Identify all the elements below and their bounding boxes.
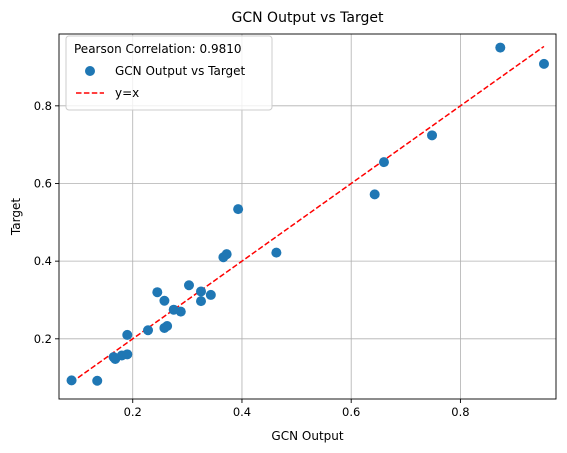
x-axis-label: GCN Output	[271, 429, 343, 443]
y-tick-label: 0.4	[34, 254, 52, 268]
legend-entry-line: y=x	[115, 86, 139, 100]
legend: Pearson Correlation: 0.9810 GCN Output v…	[65, 35, 273, 111]
scatter-point	[495, 42, 506, 53]
x-tick-label: 0.8	[451, 405, 469, 419]
y-axis: 0.2 0.4 0.6 0.8	[34, 99, 59, 346]
y-tick-label: 0.8	[34, 99, 52, 113]
scatter-point	[427, 130, 438, 141]
scatter-point	[183, 280, 194, 291]
scatter-point	[369, 189, 380, 200]
scatter-point	[92, 375, 103, 386]
scatter-point	[378, 157, 389, 168]
scatter-point	[175, 306, 186, 317]
scatter-point	[271, 247, 282, 258]
scatter-point	[221, 249, 232, 260]
x-tick-label: 0.2	[124, 405, 142, 419]
scatter-point	[196, 296, 206, 307]
scatter-point	[205, 289, 216, 300]
scatter-point	[122, 349, 133, 360]
legend-box	[65, 35, 273, 111]
chart-title: GCN Output vs Target	[232, 10, 384, 26]
scatter-point	[162, 321, 173, 331]
scatter-point	[538, 58, 549, 69]
legend-title: Pearson Correlation: 0.9810	[74, 42, 242, 56]
data-layer	[66, 42, 549, 386]
plot-frame	[58, 33, 557, 400]
legend-entry-scatter: GCN Output vs Target	[115, 64, 246, 78]
scatter-point	[233, 204, 244, 215]
scatter-point	[122, 329, 133, 340]
legend-marker-scatter	[85, 66, 95, 76]
x-tick-label: 0.4	[233, 405, 251, 419]
y-tick-label: 0.2	[34, 332, 52, 346]
y-tick-label: 0.6	[34, 176, 52, 190]
scatter-point	[196, 286, 206, 297]
x-axis: 0.2 0.4 0.6 0.8	[124, 399, 470, 419]
scatter-point	[152, 287, 163, 298]
x-tick-label: 0.6	[342, 405, 360, 419]
scatter-point	[143, 325, 154, 336]
scatter-point	[159, 295, 170, 306]
scatter-point	[66, 375, 77, 386]
y-axis-label: Target	[9, 198, 23, 236]
